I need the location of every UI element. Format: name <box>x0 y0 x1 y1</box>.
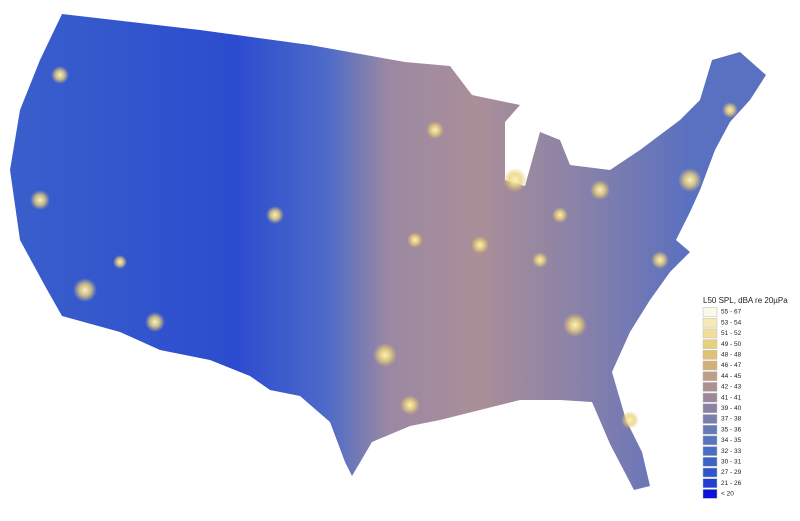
legend: 55 - 67 53 - 54 51 - 52 49 - 50 48 - 48 46 - … <box>702 307 742 499</box>
legend-label: 21 - 26 <box>721 480 742 487</box>
legend-label: 53 - 54 <box>721 319 742 326</box>
legend-label: 44 - 45 <box>721 373 742 380</box>
legend-label: 55 - 67 <box>721 309 742 316</box>
legend-label: < 20 <box>721 491 734 498</box>
city-lights <box>30 66 738 429</box>
legend-swatch <box>702 307 718 317</box>
legend-label: 35 - 36 <box>721 426 742 433</box>
legend-swatch <box>702 478 718 488</box>
legend-label: 49 - 50 <box>721 341 742 348</box>
us-outline <box>10 14 766 490</box>
legend-title: L50 SPL, dBA re 20µPa <box>703 296 788 305</box>
legend-swatch <box>702 424 718 435</box>
legend-swatch <box>702 382 718 392</box>
legend-swatch <box>702 403 718 414</box>
legend-swatch <box>702 414 718 424</box>
legend-label: 32 - 33 <box>721 448 742 455</box>
legend-swatch <box>702 489 718 499</box>
legend-swatch <box>702 328 718 339</box>
legend-swatch <box>702 392 718 403</box>
legend-swatch <box>702 435 718 446</box>
legend-label: 27 - 29 <box>721 469 742 476</box>
legend-label: 41 - 41 <box>721 394 742 401</box>
legend-swatch <box>702 371 718 381</box>
legend-label: 51 - 52 <box>721 330 742 337</box>
legend-label: 46 - 47 <box>721 362 742 369</box>
legend-label: 30 - 31 <box>721 459 742 466</box>
legend-label: 39 - 40 <box>721 405 742 412</box>
legend-swatch <box>702 467 718 478</box>
legend-swatch <box>702 457 718 467</box>
legend-swatch <box>702 446 718 456</box>
legend-label: 42 - 43 <box>721 384 742 391</box>
legend-swatch <box>702 317 718 328</box>
legend-swatch <box>702 350 718 360</box>
legend-swatch <box>702 360 718 371</box>
legend-label: 34 - 35 <box>721 437 742 444</box>
legend-swatch <box>702 339 718 349</box>
legend-label: 37 - 38 <box>721 416 742 423</box>
legend-label: 48 - 48 <box>721 352 742 359</box>
